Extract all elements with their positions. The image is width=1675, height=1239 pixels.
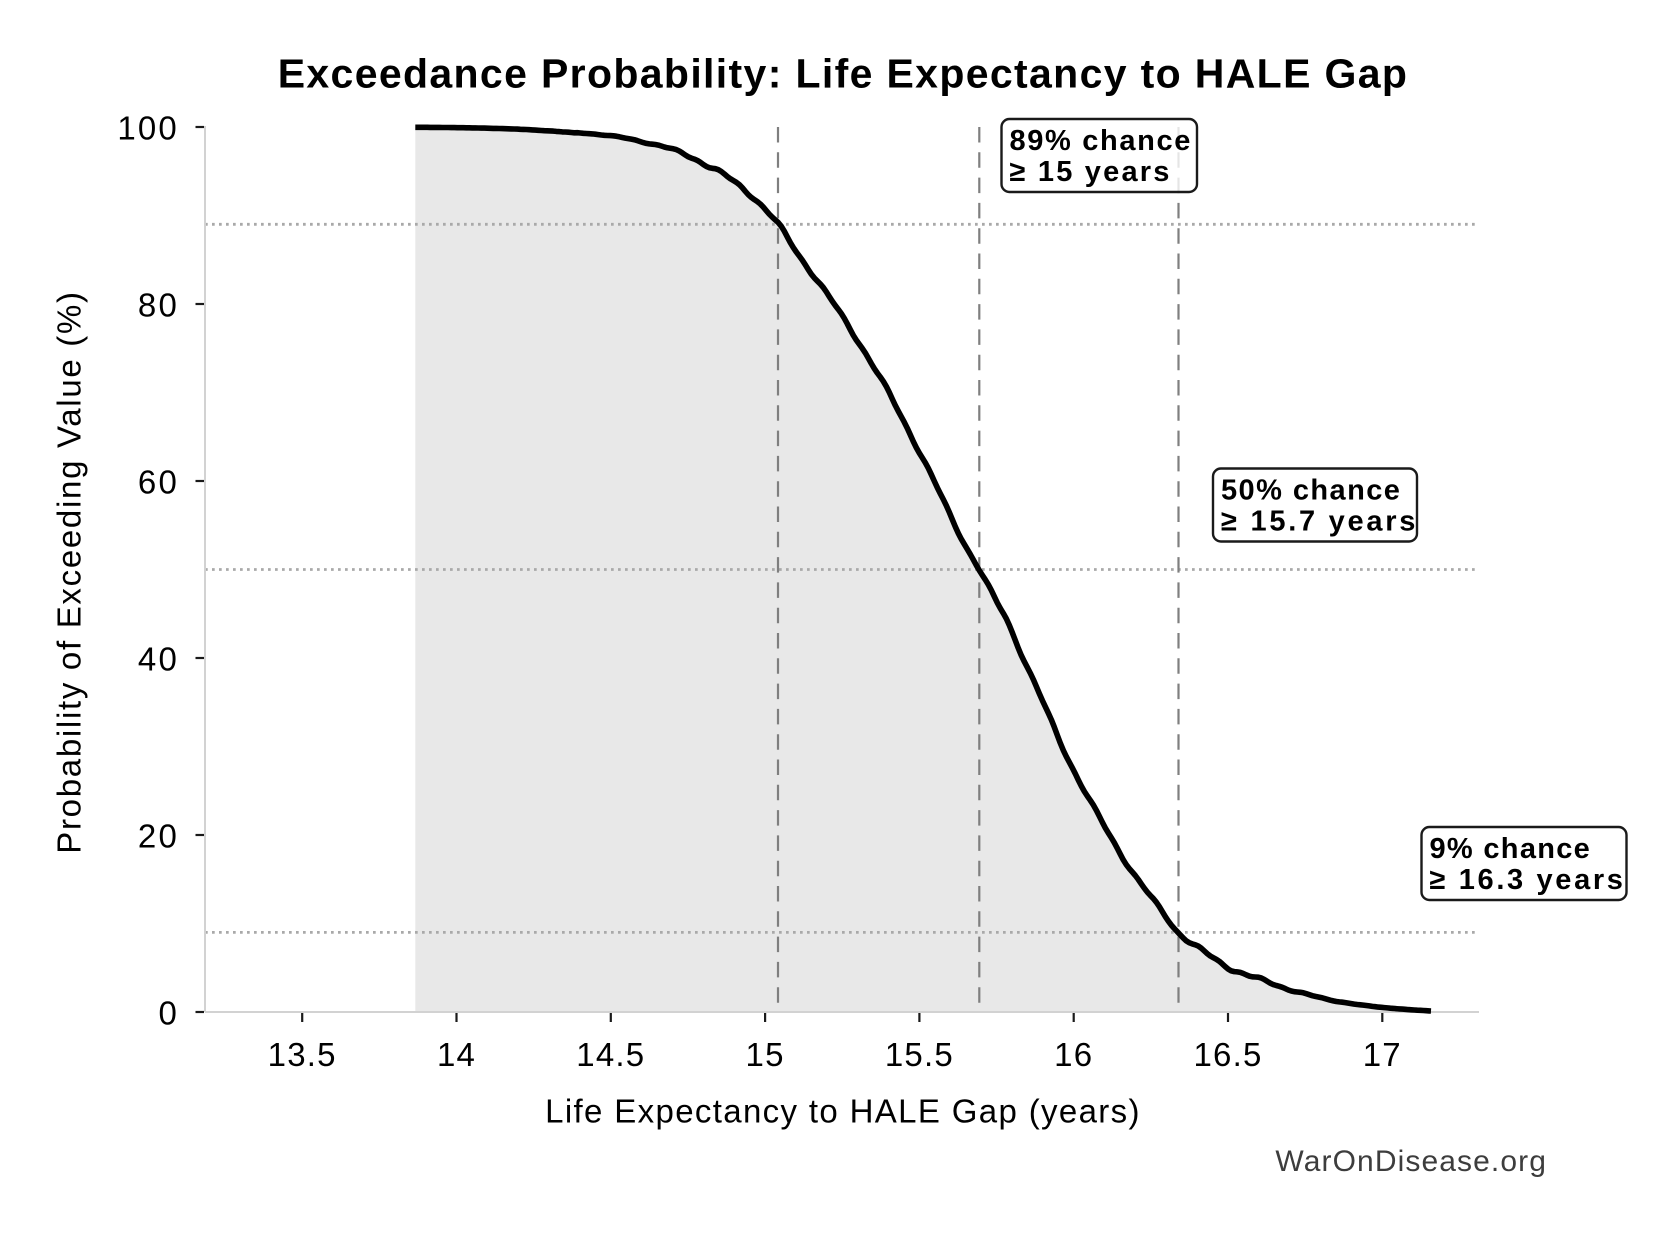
svg-text:89% chance: 89% chance: [1010, 125, 1193, 157]
svg-text:Exceedance Probability: Life E: Exceedance Probability: Life Expectancy …: [278, 51, 1409, 97]
svg-text:Life Expectancy to HALE Gap (y: Life Expectancy to HALE Gap (years): [545, 1093, 1141, 1130]
svg-text:16: 16: [1054, 1036, 1093, 1073]
svg-text:15.5: 15.5: [885, 1036, 954, 1073]
svg-text:15: 15: [746, 1036, 785, 1073]
svg-text:16.5: 16.5: [1193, 1036, 1262, 1073]
svg-text:14.5: 14.5: [576, 1036, 645, 1073]
svg-text:≥ 16.3 years: ≥ 16.3 years: [1430, 864, 1626, 896]
svg-text:50% chance: 50% chance: [1221, 475, 1401, 507]
svg-text:≥ 15.7 years: ≥ 15.7 years: [1221, 506, 1418, 538]
svg-text:≥ 15 years: ≥ 15 years: [1010, 156, 1172, 188]
svg-text:100: 100: [117, 109, 179, 146]
svg-text:60: 60: [138, 463, 179, 500]
svg-text:14: 14: [437, 1036, 476, 1073]
svg-text:80: 80: [138, 286, 179, 323]
svg-text:9% chance: 9% chance: [1430, 833, 1592, 865]
svg-text:WarOnDisease.org: WarOnDisease.org: [1275, 1145, 1547, 1178]
svg-text:20: 20: [138, 817, 179, 854]
svg-text:Probability of Exceeding Value: Probability of Exceeding Value (%): [51, 290, 88, 853]
svg-text:13.5: 13.5: [268, 1036, 337, 1073]
svg-text:17: 17: [1363, 1036, 1402, 1073]
svg-text:0: 0: [158, 994, 179, 1031]
svg-text:40: 40: [138, 640, 179, 677]
